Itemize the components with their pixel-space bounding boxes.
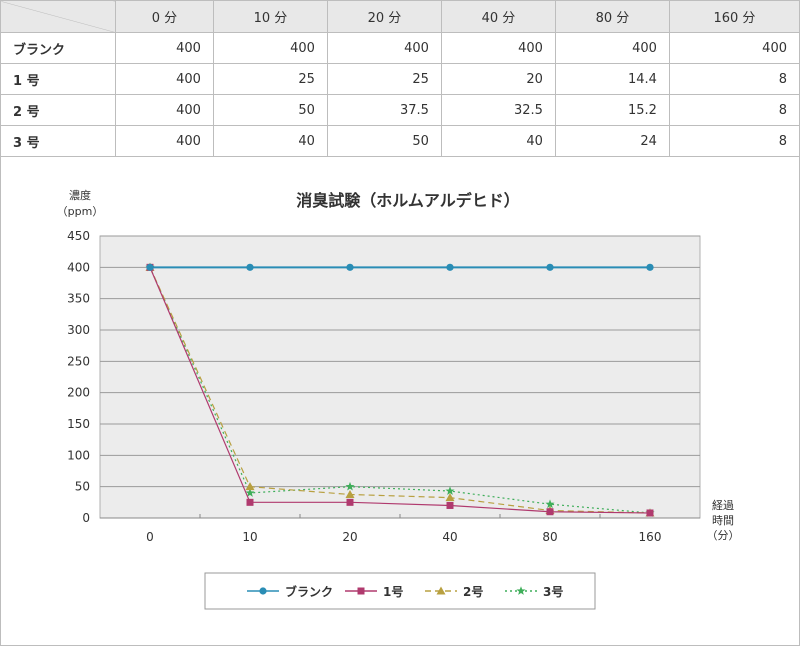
column-header: 40 分 bbox=[440, 0, 556, 33]
series-line bbox=[149, 267, 651, 514]
legend-marker bbox=[516, 586, 526, 595]
data-point bbox=[146, 263, 154, 271]
data-table: 0 分 10 分 20 分 40 分 80 分 160 分 ブランク 400 4… bbox=[0, 0, 800, 157]
column-header: 10 分 bbox=[212, 0, 328, 33]
table-row: 2 号 400 50 37.5 32.5 15.2 8 bbox=[0, 94, 800, 126]
plot-background bbox=[99, 235, 701, 519]
table-cell: 32.5 bbox=[440, 94, 556, 126]
y-tick-label: 150 bbox=[67, 417, 90, 431]
data-point bbox=[345, 490, 355, 498]
y-tick-label: 450 bbox=[67, 229, 90, 243]
y-tick-label: 300 bbox=[67, 323, 90, 337]
column-header: 0 分 bbox=[115, 0, 214, 33]
table-cell: 400 bbox=[115, 125, 214, 157]
x-tick-label: 0 bbox=[146, 530, 154, 544]
legend-label: 1号 bbox=[383, 584, 403, 599]
chart-legend: ブランク 1号 2号 3号 bbox=[204, 572, 596, 610]
table-corner-cell bbox=[0, 0, 116, 33]
table-cell: 400 bbox=[668, 32, 800, 64]
table-row: 1 号 400 25 25 20 14.4 8 bbox=[0, 63, 800, 95]
x-tick-label: 20 bbox=[342, 530, 357, 544]
x-axis-label-line2: 時間 bbox=[712, 514, 734, 527]
chart-title: 消臭試験（ホルムアルデヒド） bbox=[296, 191, 520, 210]
data-point bbox=[646, 263, 654, 271]
data-point bbox=[445, 493, 455, 502]
legend-label: 2号 bbox=[463, 584, 483, 599]
line-chart: 消臭試験（ホルムアルデヒド） 濃度 （ppm） 経過 時間 （分） 050100… bbox=[57, 188, 740, 610]
table-cell: 37.5 bbox=[326, 94, 442, 126]
data-point bbox=[646, 509, 654, 517]
table-cell: 40 bbox=[440, 125, 556, 157]
table-cell: 400 bbox=[115, 94, 214, 126]
table-row: 3 号 400 40 50 40 24 8 bbox=[0, 125, 800, 157]
data-point bbox=[245, 482, 255, 491]
data-point bbox=[246, 263, 254, 271]
data-point bbox=[446, 501, 454, 509]
table-cell: 15.2 bbox=[554, 94, 670, 126]
data-point bbox=[345, 481, 355, 491]
column-header: 80 分 bbox=[554, 0, 670, 33]
y-tick-label: 200 bbox=[67, 386, 90, 400]
table-cell: 8 bbox=[668, 125, 800, 157]
y-tick-label: 50 bbox=[75, 480, 90, 494]
data-point bbox=[445, 486, 455, 495]
table-cell: 50 bbox=[212, 94, 328, 126]
row-label: ブランク bbox=[0, 32, 116, 64]
table-cell: 400 bbox=[115, 32, 214, 64]
data-point bbox=[346, 498, 354, 506]
x-axis-label-line1: 経過 bbox=[712, 499, 734, 512]
row-label: 3 号 bbox=[0, 125, 116, 157]
table-cell: 24 bbox=[554, 125, 670, 157]
table-row: ブランク 400 400 400 400 400 400 bbox=[0, 32, 800, 64]
x-tick-label: 80 bbox=[542, 530, 557, 544]
y-tick-label: 100 bbox=[67, 448, 90, 462]
series-line bbox=[149, 267, 651, 514]
table-cell: 14.4 bbox=[554, 63, 670, 95]
column-header: 20 分 bbox=[326, 0, 442, 33]
series-line bbox=[149, 267, 651, 514]
y-tick-label: 0 bbox=[82, 511, 90, 525]
table-cell: 8 bbox=[668, 63, 800, 95]
x-tick-label: 40 bbox=[442, 530, 457, 544]
legend-marker bbox=[259, 587, 267, 595]
row-label: 2 号 bbox=[0, 94, 116, 126]
column-header: 160 分 bbox=[668, 0, 800, 33]
table-cell: 400 bbox=[554, 32, 670, 64]
legend-label: 3号 bbox=[543, 584, 563, 599]
x-tick-label: 10 bbox=[242, 530, 257, 544]
y-tick-label: 250 bbox=[67, 354, 90, 368]
row-label: 1 号 bbox=[0, 63, 116, 95]
y-axis-label-line2: （ppm） bbox=[57, 205, 104, 218]
table-cell: 400 bbox=[212, 32, 328, 64]
table-cell: 8 bbox=[668, 94, 800, 126]
data-point bbox=[346, 263, 354, 271]
table-cell: 400 bbox=[115, 63, 214, 95]
table-header-row: 0 分 10 分 20 分 40 分 80 分 160 分 bbox=[0, 0, 800, 33]
y-axis-label-line1: 濃度 bbox=[69, 188, 91, 202]
x-tick-label: 160 bbox=[639, 530, 662, 544]
legend-marker bbox=[357, 587, 365, 595]
table-cell: 40 bbox=[212, 125, 328, 157]
data-point bbox=[546, 263, 554, 271]
table-cell: 50 bbox=[326, 125, 442, 157]
y-tick-label: 350 bbox=[67, 292, 90, 306]
data-point bbox=[446, 263, 454, 271]
plot-area: 0 50 100 150 200 250 300 350 400 450 0 10 20 40 80 160 bbox=[67, 229, 701, 544]
table-cell: 25 bbox=[326, 63, 442, 95]
table-cell: 400 bbox=[326, 32, 442, 64]
table-cell: 20 bbox=[440, 63, 556, 95]
legend-label: ブランク bbox=[285, 584, 333, 599]
y-tick-label: 400 bbox=[67, 260, 90, 274]
table-cell: 400 bbox=[440, 32, 556, 64]
data-point bbox=[545, 499, 555, 509]
x-axis-label-line3: （分） bbox=[707, 529, 740, 542]
data-point bbox=[245, 488, 255, 497]
data-point bbox=[546, 508, 554, 516]
data-point bbox=[246, 498, 254, 506]
legend-marker bbox=[436, 586, 446, 595]
table-cell: 25 bbox=[212, 63, 328, 95]
